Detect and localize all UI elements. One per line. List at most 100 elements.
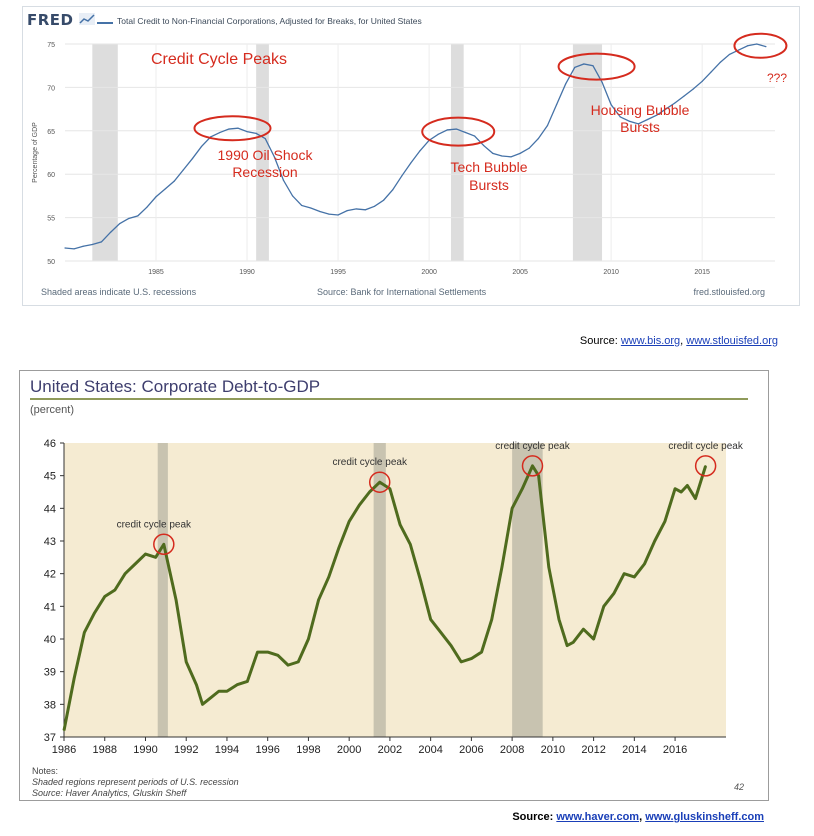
data-point (643, 563, 646, 565)
data-point (246, 680, 249, 683)
data-point (492, 152, 494, 154)
x-tick-label: 2014 (622, 744, 646, 756)
source-link-haver[interactable]: www.haver.com (556, 811, 640, 823)
data-point (246, 131, 248, 133)
source-link-bis[interactable]: www.bis.org (620, 335, 681, 347)
data-point (182, 169, 184, 171)
y-tick-label: 70 (47, 85, 55, 92)
data-point (710, 71, 712, 73)
data-point (392, 189, 394, 191)
annotation-text: 1990 Oil Shock (218, 147, 314, 163)
notes-heading: Notes: (32, 766, 59, 776)
data-point (228, 128, 230, 130)
peak-ellipse (557, 52, 636, 81)
data-point (692, 88, 694, 90)
data-point (531, 465, 534, 467)
source-line-2: Source: www.haver.com, www.gluskinsheff.… (512, 811, 764, 823)
data-point (450, 644, 452, 647)
data-point (429, 618, 432, 621)
data-point (623, 572, 625, 575)
data-point (291, 195, 294, 197)
data-point (337, 214, 339, 216)
source-prefix: Source: (512, 811, 557, 823)
data-point (719, 61, 721, 63)
fred-logo: FRED (27, 11, 74, 29)
source-link-gluskinsheff[interactable]: www.gluskinsheff.com (645, 811, 764, 823)
data-point (409, 543, 412, 546)
data-point (637, 123, 640, 125)
x-tick-label: 1994 (215, 744, 239, 756)
y-tick-label: 44 (44, 503, 56, 515)
data-point (93, 612, 96, 614)
data-point (236, 683, 238, 686)
data-point (301, 204, 303, 207)
data-point (200, 145, 203, 148)
data-point (109, 231, 112, 233)
peak-marker-circle (368, 471, 391, 493)
data-point (683, 95, 685, 97)
data-point (601, 81, 603, 83)
data-point (63, 729, 65, 732)
peak-ellipse (733, 32, 788, 59)
data-point (686, 484, 689, 487)
data-point (519, 152, 521, 154)
data-point (256, 651, 259, 653)
peak-label: credit cycle peak (495, 441, 570, 452)
data-point (226, 690, 228, 693)
annotation-text: Bursts (620, 119, 660, 135)
data-point (287, 664, 289, 666)
data-point (218, 690, 220, 693)
source-link-stlouisfed[interactable]: www.stlouisfed.org (686, 335, 778, 347)
y-tick-label: 45 (44, 471, 56, 483)
data-point (255, 132, 257, 135)
data-point (348, 520, 350, 523)
data-point (664, 520, 666, 523)
x-tick-label: 1986 (52, 744, 76, 756)
data-point (382, 199, 385, 201)
recession-band (450, 44, 464, 261)
data-point (368, 491, 371, 493)
data-point (656, 114, 658, 116)
data-point (646, 118, 649, 121)
y-tick-label: 41 (44, 601, 56, 613)
y-tick-label: 38 (44, 699, 56, 711)
data-point (483, 144, 485, 147)
data-point (558, 618, 560, 621)
title-divider (30, 398, 748, 400)
y-tick-label: 55 (47, 216, 55, 223)
data-point (307, 638, 310, 640)
peak-label: credit cycle peak (117, 519, 192, 530)
data-point (134, 563, 137, 565)
x-tick-label: 1985 (148, 269, 164, 276)
x-tick-label: 2000 (421, 269, 437, 276)
data-point (592, 65, 594, 67)
recession-band (512, 443, 543, 737)
data-point (583, 63, 585, 65)
data-point (191, 157, 194, 160)
data-point (373, 205, 376, 207)
data-point (602, 605, 605, 608)
data-point (737, 49, 740, 51)
x-tick-label: 2008 (500, 744, 524, 756)
data-point (419, 150, 421, 152)
haver-chart-title: United States: Corporate Debt-to-GDP (30, 377, 321, 396)
data-point (282, 179, 285, 181)
data-point (264, 138, 266, 140)
data-point (201, 703, 204, 706)
x-tick-label: 2004 (418, 744, 442, 756)
data-point (328, 213, 330, 215)
source-separator: , (680, 335, 687, 347)
y-tick-label: 40 (44, 634, 56, 646)
data-point (765, 46, 767, 48)
x-tick-label: 1998 (296, 744, 320, 756)
fred-source-note: Source: Bank for International Settlemen… (317, 287, 487, 297)
data-point (124, 572, 126, 575)
recession-band (572, 44, 603, 261)
data-point (277, 654, 279, 657)
data-point (680, 491, 682, 493)
source-line-1: Source: www.bis.org, www.stlouisfed.org (580, 335, 778, 347)
x-tick-label: 1996 (255, 744, 279, 756)
peak-label: credit cycle peak (668, 441, 743, 452)
data-point (428, 139, 430, 141)
data-point (572, 641, 575, 644)
